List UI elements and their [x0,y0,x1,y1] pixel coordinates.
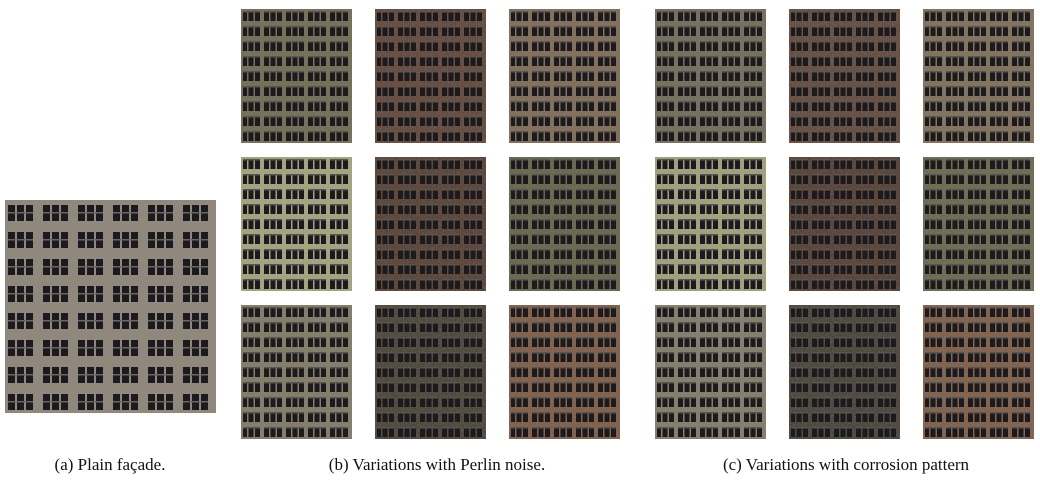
facade-image [923,157,1034,291]
facade-image [5,200,216,413]
facade-image [509,9,620,143]
facade-image [789,157,900,291]
facade-image [923,305,1034,439]
facade-image [375,157,486,291]
facade-image [241,9,352,143]
facade-image [241,305,352,439]
facade-image [375,9,486,143]
caption: (c) Variations with corrosion pattern [723,455,970,474]
facade-image [509,305,620,439]
facade-image [923,9,1034,143]
facade-image [509,157,620,291]
caption: (b) Variations with Perlin noise. [329,455,545,474]
facade-image [789,9,900,143]
caption: (a) Plain façade. [55,455,166,474]
facade-image [655,157,766,291]
image-grid [5,9,1034,439]
facade-image [655,9,766,143]
facade-image [375,305,486,439]
facade-image [655,305,766,439]
facade-image [241,157,352,291]
facade-image [789,305,900,439]
